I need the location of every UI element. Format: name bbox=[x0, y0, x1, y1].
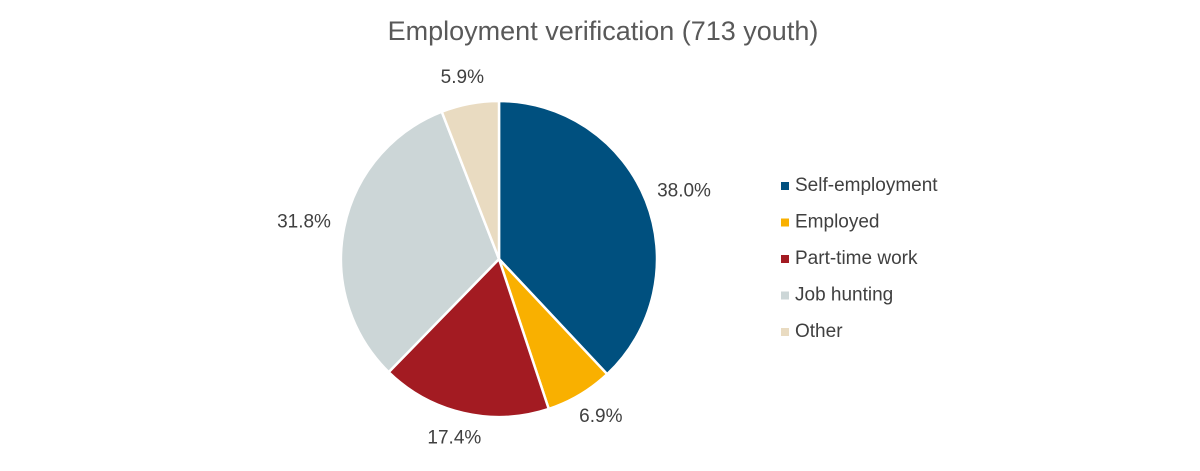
data-label: 6.9% bbox=[579, 406, 622, 427]
data-label: 17.4% bbox=[427, 427, 481, 448]
pie-slice bbox=[386, 256, 551, 419]
legend-label: Self-employment bbox=[795, 175, 938, 196]
legend-label: Other bbox=[795, 321, 843, 342]
legend-marker bbox=[781, 328, 789, 336]
pie-slice bbox=[497, 99, 659, 376]
pie-slice bbox=[440, 99, 501, 260]
chart-title: Employment verification (713 youth) bbox=[388, 16, 819, 46]
data-label: 5.9% bbox=[441, 67, 484, 88]
legend-marker bbox=[781, 218, 789, 227]
legend-marker bbox=[781, 291, 789, 300]
data-label: 38.0% bbox=[657, 180, 711, 201]
data-label: 31.8% bbox=[277, 211, 331, 232]
pie-slice bbox=[339, 110, 501, 374]
legend-label: Employed bbox=[795, 212, 880, 233]
legend-marker bbox=[781, 182, 789, 190]
legend-marker bbox=[781, 255, 789, 263]
legend-label: Part-time work bbox=[795, 248, 918, 269]
legend-label: Job hunting bbox=[795, 285, 893, 306]
